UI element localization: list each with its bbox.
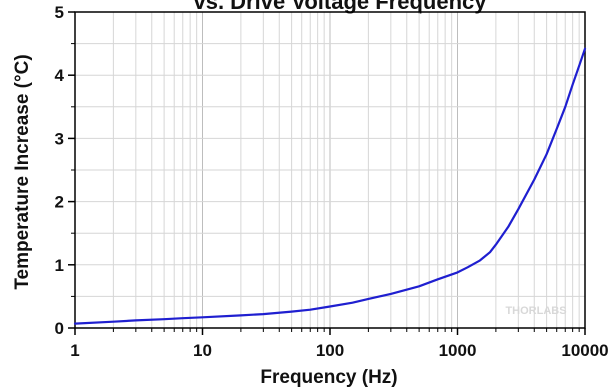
y-tick-label: 2 <box>55 193 64 212</box>
x-tick-label: 1000 <box>439 341 477 360</box>
y-tick-label: 4 <box>55 66 65 85</box>
y-tick-label: 3 <box>55 129 64 148</box>
x-tick-label: 100 <box>316 341 344 360</box>
x-tick-label: 1 <box>70 341 79 360</box>
x-axis-label: Frequency (Hz) <box>260 367 397 387</box>
series-line <box>73 47 587 325</box>
chart-title: vs. Drive Voltage Frequency <box>193 0 487 14</box>
y-axis: 0 1 2 3 4 5 <box>55 3 75 338</box>
y-tick-label: 5 <box>55 3 64 22</box>
x-tick-label: 10 <box>193 341 212 360</box>
y-tick-label: 0 <box>55 319 64 338</box>
x-tick-label: 10000 <box>561 341 608 360</box>
x-axis: 1 10 100 1000 10000 <box>70 328 609 360</box>
grid <box>74 12 585 328</box>
y-axis-label: Temperature Increase (°C) <box>12 54 33 289</box>
series-layer <box>73 47 587 325</box>
y-tick-label: 1 <box>55 256 64 275</box>
thorlabs-watermark: THORLABS <box>505 305 566 317</box>
